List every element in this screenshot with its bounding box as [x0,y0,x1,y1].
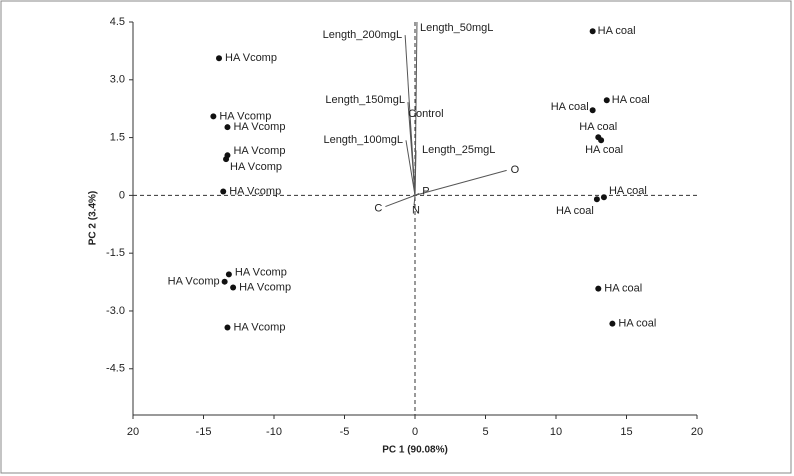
vector-label: Control [408,108,443,120]
score-point [600,194,607,201]
point-label: HA Vcomp [235,266,287,278]
point-label: HA Vcomp [233,321,285,333]
y-tick-label: 0 [119,189,125,201]
score-point [210,113,217,120]
point-label: HA Vcomp [230,161,282,173]
x-axis-label: PC 1 (90.08%) [382,445,448,456]
x-tick-label: -5 [340,426,350,438]
vector-label: P [422,185,429,197]
vector-label: Length_150mgL [325,94,405,106]
score-point [609,320,616,327]
loading-vector [414,193,420,196]
loading-vector [405,140,416,196]
score-point [224,124,231,131]
point-label: HA coal [556,205,594,217]
loading-vector [414,169,507,196]
loading-vector [385,194,416,208]
point-label: HA Vcomp [225,52,277,64]
x-tick-label: 10 [550,426,562,438]
x-tick-label: 15 [620,426,632,438]
vector-label: N [412,204,420,216]
y-tick-label: 1.5 [110,131,125,143]
score-point [220,188,227,195]
point-label: HA Vcomp [233,121,285,133]
vector-label: Length_100mgL [323,134,403,146]
score-point [598,137,605,144]
x-tick-label: -15 [196,426,212,438]
point-label: HA coal [618,318,656,330]
point-label: HA Vcomp [168,276,220,288]
point-label: HA coal [579,121,617,133]
loading-vector [409,120,416,196]
score-point [603,97,610,104]
score-point [223,156,230,163]
score-point [216,55,223,62]
vector-label: O [511,164,520,176]
x-tick-label: 5 [482,426,488,438]
x-tick-label: 20 [691,426,703,438]
point-label: HA Vcomp [233,145,285,157]
vector-label: Length_25mgL [422,144,495,156]
point-label: HA Vcomp [229,185,281,197]
point-label: HA Vcomp [219,110,271,122]
score-point [224,324,231,331]
score-point [230,284,237,291]
y-tick-label: -4.5 [106,363,125,375]
y-axis-label: PC 2 (3.4%) [88,191,99,245]
score-point [589,107,596,114]
score-point [225,271,232,278]
point-label: HA coal [551,101,589,113]
x-tick-label: 20 [127,426,139,438]
x-tick-label: 0 [412,426,418,438]
score-point [221,278,228,285]
y-tick-label: -3.0 [106,305,125,317]
y-tick-label: 3.0 [110,74,125,86]
y-tick-label: 4.5 [110,16,125,28]
point-label: HA coal [612,94,650,106]
x-tick-label: -10 [266,426,282,438]
point-label: HA coal [598,25,636,37]
score-point [589,28,596,35]
point-label: HA coal [585,144,623,156]
loading-vector [413,195,416,206]
loading-vector [414,150,417,196]
point-label: HA coal [609,185,647,197]
vector-label: C [374,202,382,214]
score-point [593,196,600,203]
y-tick-label: -1.5 [106,247,125,259]
vector-label: Length_50mgL [420,22,493,34]
point-label: HA Vcomp [239,281,291,293]
point-label: HA coal [604,283,642,295]
score-point [595,285,602,292]
vector-label: Length_200mgL [323,29,403,41]
